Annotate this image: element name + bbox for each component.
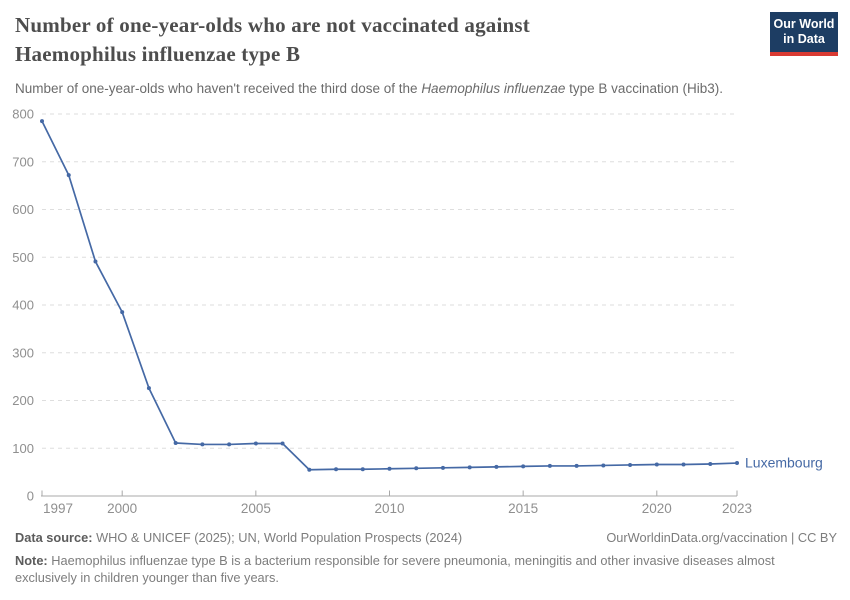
- subtitle-suffix: type B vaccination (Hib3).: [565, 81, 723, 96]
- x-tick-label: 2023: [722, 501, 752, 516]
- license-link[interactable]: OurWorldinData.org/vaccination | CC BY: [606, 530, 837, 545]
- data-points: [40, 119, 739, 472]
- data-point[interactable]: [628, 462, 633, 467]
- data-line[interactable]: [41, 120, 738, 471]
- y-tick-label: 100: [12, 441, 34, 456]
- x-tick-label: 1997: [43, 501, 73, 516]
- y-tick-label: 300: [12, 345, 34, 360]
- data-source-text: WHO & UNICEF (2025); UN, World Populatio…: [92, 530, 463, 545]
- note-text: Haemophilus influenzae type B is a bacte…: [15, 553, 775, 586]
- x-tick-label: 2000: [107, 501, 137, 516]
- note-label: Note:: [15, 553, 48, 568]
- y-tick-label: 500: [12, 250, 34, 265]
- x-tick-label: 2005: [241, 501, 271, 516]
- footer-note: Note: Haemophilus influenzae type B is a…: [15, 552, 815, 587]
- data-point[interactable]: [681, 462, 686, 467]
- gridlines: 0 100 200 300 400 500 600 700 800: [12, 107, 737, 504]
- x-tick-label: 2010: [374, 501, 404, 516]
- x-axis: 1997 2000 2005 2010 2015 2020 2023: [41, 490, 752, 516]
- y-tick-label: 400: [12, 298, 34, 313]
- x-tick-label: 2020: [642, 501, 672, 516]
- data-point[interactable]: [360, 467, 365, 472]
- data-point[interactable]: [40, 119, 44, 124]
- chart-subtitle: Number of one-year-olds who haven't rece…: [15, 80, 835, 98]
- data-point[interactable]: [120, 310, 125, 315]
- data-point[interactable]: [280, 441, 285, 446]
- y-tick-label: 800: [12, 107, 34, 122]
- data-point[interactable]: [521, 464, 526, 469]
- data-point[interactable]: [227, 442, 232, 447]
- y-tick-label: 600: [12, 202, 34, 217]
- y-tick-label: 700: [12, 154, 34, 169]
- data-point[interactable]: [387, 466, 392, 471]
- data-source-label: Data source:: [15, 530, 93, 545]
- owid-logo-line1: Our World: [773, 17, 835, 31]
- data-source-line: Data source: WHO & UNICEF (2025); UN, Wo…: [15, 530, 462, 545]
- owid-logo-line2: in Data: [783, 32, 825, 46]
- data-point[interactable]: [654, 462, 659, 467]
- subtitle-italic: Haemophilus influenzae: [421, 81, 566, 96]
- data-point[interactable]: [601, 463, 606, 468]
- data-point[interactable]: [494, 464, 499, 469]
- data-point[interactable]: [173, 440, 178, 445]
- footer-row: Data source: WHO & UNICEF (2025); UN, Wo…: [15, 530, 837, 545]
- x-tick-label: 2015: [508, 501, 538, 516]
- data-point[interactable]: [440, 465, 445, 470]
- data-point[interactable]: [414, 466, 419, 471]
- data-point[interactable]: [146, 386, 151, 391]
- data-point[interactable]: [200, 442, 205, 447]
- data-point[interactable]: [66, 173, 71, 178]
- data-point[interactable]: [307, 467, 312, 472]
- data-point[interactable]: [708, 462, 713, 467]
- y-tick-label: 0: [27, 489, 34, 504]
- entity-label[interactable]: Luxembourg: [745, 455, 823, 471]
- data-point[interactable]: [93, 259, 98, 264]
- data-point[interactable]: [735, 461, 739, 466]
- subtitle-prefix: Number of one-year-olds who haven't rece…: [15, 81, 422, 96]
- data-point[interactable]: [574, 463, 579, 468]
- data-point[interactable]: [547, 463, 552, 468]
- page-title: Number of one-year-olds who are not vacc…: [15, 13, 530, 66]
- data-point[interactable]: [467, 465, 472, 470]
- data-point[interactable]: [253, 441, 258, 446]
- data-point[interactable]: [334, 467, 339, 472]
- owid-logo[interactable]: Our World in Data: [770, 12, 838, 56]
- y-tick-label: 200: [12, 393, 34, 408]
